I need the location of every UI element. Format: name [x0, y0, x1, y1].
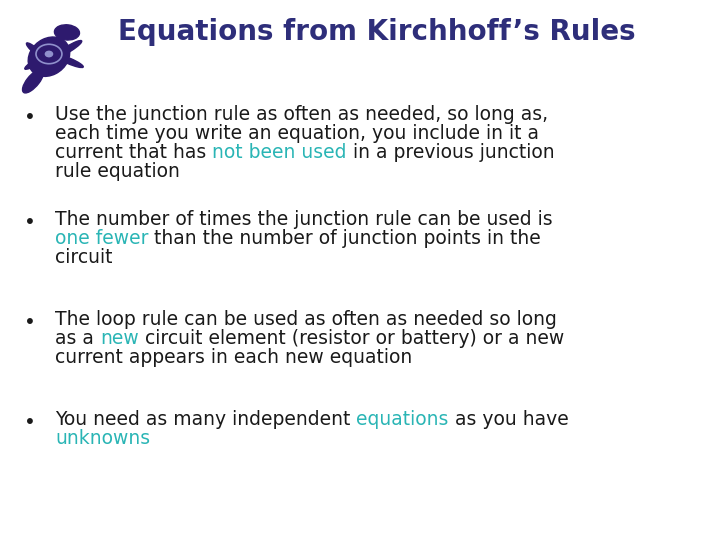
Text: as a: as a: [55, 329, 100, 348]
Ellipse shape: [24, 55, 48, 69]
Text: The number of times the junction rule can be used is: The number of times the junction rule ca…: [55, 210, 553, 229]
Text: You need as many independent: You need as many independent: [55, 410, 356, 429]
Text: The loop rule can be used as often as needed so long: The loop rule can be used as often as ne…: [55, 310, 557, 329]
Ellipse shape: [55, 25, 79, 40]
Text: rule equation: rule equation: [55, 162, 180, 181]
Text: equations: equations: [356, 410, 449, 429]
Ellipse shape: [22, 69, 44, 93]
Text: •: •: [24, 413, 36, 432]
Ellipse shape: [27, 43, 45, 60]
Text: not been used: not been used: [212, 143, 347, 162]
Text: current that has: current that has: [55, 143, 212, 162]
Text: Equations from Kirchhoff’s Rules: Equations from Kirchhoff’s Rules: [118, 18, 636, 46]
Text: circuit: circuit: [55, 248, 112, 267]
Text: •: •: [24, 108, 36, 127]
Text: •: •: [24, 213, 36, 232]
Text: in a previous junction: in a previous junction: [347, 143, 554, 162]
Text: each time you write an equation, you include in it a: each time you write an equation, you inc…: [55, 124, 539, 143]
Text: one fewer: one fewer: [55, 229, 148, 248]
Text: Use the junction rule as often as needed, so long as,: Use the junction rule as often as needed…: [55, 105, 548, 124]
Text: •: •: [24, 313, 36, 332]
Ellipse shape: [56, 40, 82, 57]
Ellipse shape: [28, 37, 70, 76]
Text: current appears in each new equation: current appears in each new equation: [55, 348, 413, 367]
Text: unknowns: unknowns: [55, 429, 150, 448]
Text: new: new: [100, 329, 139, 348]
Text: as you have: as you have: [449, 410, 569, 429]
Text: than the number of junction points in the: than the number of junction points in th…: [148, 229, 541, 248]
Circle shape: [45, 51, 53, 57]
Text: circuit element (resistor or battery) or a new: circuit element (resistor or battery) or…: [139, 329, 564, 348]
Ellipse shape: [55, 55, 84, 68]
